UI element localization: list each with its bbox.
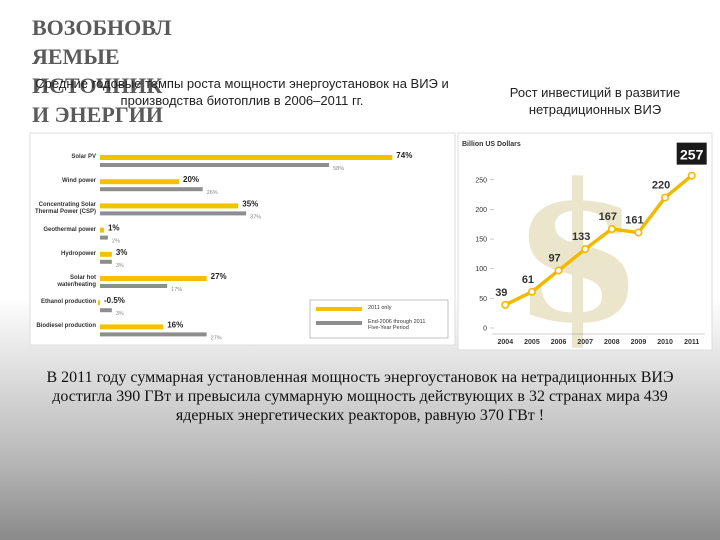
category-label: Solar hot water/heating: [57, 275, 96, 288]
x-tick-label: 2009: [631, 339, 647, 346]
y-tick-label: 50: [479, 296, 487, 303]
category-label: Hydropower: [60, 250, 96, 257]
value-label: 2%: [112, 239, 120, 245]
y-tick-label: 200: [475, 207, 487, 214]
value-label: 35%: [242, 199, 258, 208]
value-label: 3%: [116, 248, 128, 257]
value-label: 39: [495, 287, 507, 299]
category-label: Solar PV: [71, 154, 96, 160]
value-label: 16%: [167, 320, 183, 329]
bar: [100, 187, 203, 192]
y-tick-label: 100: [475, 266, 487, 273]
legend-box: [309, 299, 449, 339]
category-label: Wind power: [62, 178, 96, 185]
value-label: 27%: [211, 335, 222, 341]
value-label: 74%: [396, 151, 412, 160]
bar: [100, 284, 168, 288]
bar: [100, 259, 112, 264]
value-label: 61: [522, 274, 534, 286]
chart-title: Рост инвестиций в развитие нетрадиционны…: [509, 85, 681, 117]
series-line: [504, 174, 693, 307]
bar: [100, 324, 164, 330]
slide-title-line: ЯЕМЫЕ: [32, 44, 120, 69]
point: [661, 193, 670, 202]
slide-title-line: ИСТОЧНИК: [32, 73, 163, 98]
bar: [100, 203, 239, 209]
value-label: 161: [625, 215, 643, 227]
label-box: [676, 142, 707, 165]
legend-swatch: [316, 307, 362, 311]
bar: [100, 235, 108, 240]
bar: [100, 163, 330, 167]
x-tick-label: 2004: [498, 339, 514, 346]
point: [607, 224, 616, 233]
value-label: 257: [680, 147, 704, 163]
bar: [100, 227, 104, 233]
x-tick-label: 2008: [604, 339, 620, 346]
value-label: 167: [599, 211, 617, 223]
value-label: 27%: [211, 272, 227, 281]
x-tick-label: 2007: [577, 339, 593, 346]
y-axis-label: Billion US Dollars: [462, 141, 521, 148]
point: [581, 245, 590, 254]
point: [554, 266, 563, 275]
value-label: 3%: [116, 311, 124, 317]
category-label: Biodiesel production: [36, 323, 96, 330]
x-tick-label: 2005: [524, 339, 540, 346]
value-label: 58%: [333, 166, 344, 172]
category-label: Concentrating Solar Thermal Power (CSP): [34, 202, 96, 215]
right-panel: [457, 132, 713, 351]
legend-swatch: [316, 321, 362, 325]
x-tick-label: 2010: [657, 339, 673, 346]
value-label: 26%: [207, 190, 218, 196]
point: [501, 300, 510, 309]
value-label: 220: [652, 180, 670, 192]
chart-title: Средние годовые темпы роста мощности эне…: [35, 76, 449, 108]
slide-title-line: И ЭНЕРГИИ: [32, 102, 163, 127]
value-label: -0.5%: [104, 296, 125, 305]
body-text: В 2011 году суммарная установленная мощн…: [46, 369, 674, 424]
value-label: 20%: [183, 175, 199, 184]
slide-title-line: ВОЗОБНОВЛ: [32, 15, 172, 40]
category-label: Geothermal power: [43, 226, 96, 233]
bar: [100, 179, 179, 185]
bar: [100, 308, 112, 313]
value-label: 3%: [116, 263, 124, 269]
y-tick-label: 150: [475, 237, 487, 244]
point: [687, 171, 696, 180]
x-tick-label: 2006: [551, 339, 567, 346]
legend-label: End-2006 through 2011 Five-Year Period: [368, 319, 426, 331]
point: [634, 228, 643, 237]
bar: [100, 332, 207, 337]
bar: [100, 211, 247, 216]
value-label: 97: [548, 252, 560, 264]
bar: [100, 155, 393, 160]
bar: [100, 251, 112, 257]
bar: [98, 300, 100, 306]
value-label: 17%: [171, 287, 182, 293]
point: [527, 287, 536, 296]
value-label: 1%: [108, 224, 120, 233]
y-tick-label: 250: [475, 177, 487, 184]
y-tick-label: 0: [483, 326, 487, 333]
bar: [100, 276, 207, 281]
value-label: 133: [572, 231, 590, 243]
category-label: Ethanol production: [41, 299, 96, 306]
x-tick-label: 2011: [684, 339, 699, 346]
value-label: 37%: [250, 214, 261, 220]
legend-label: 2011 only: [368, 305, 392, 311]
